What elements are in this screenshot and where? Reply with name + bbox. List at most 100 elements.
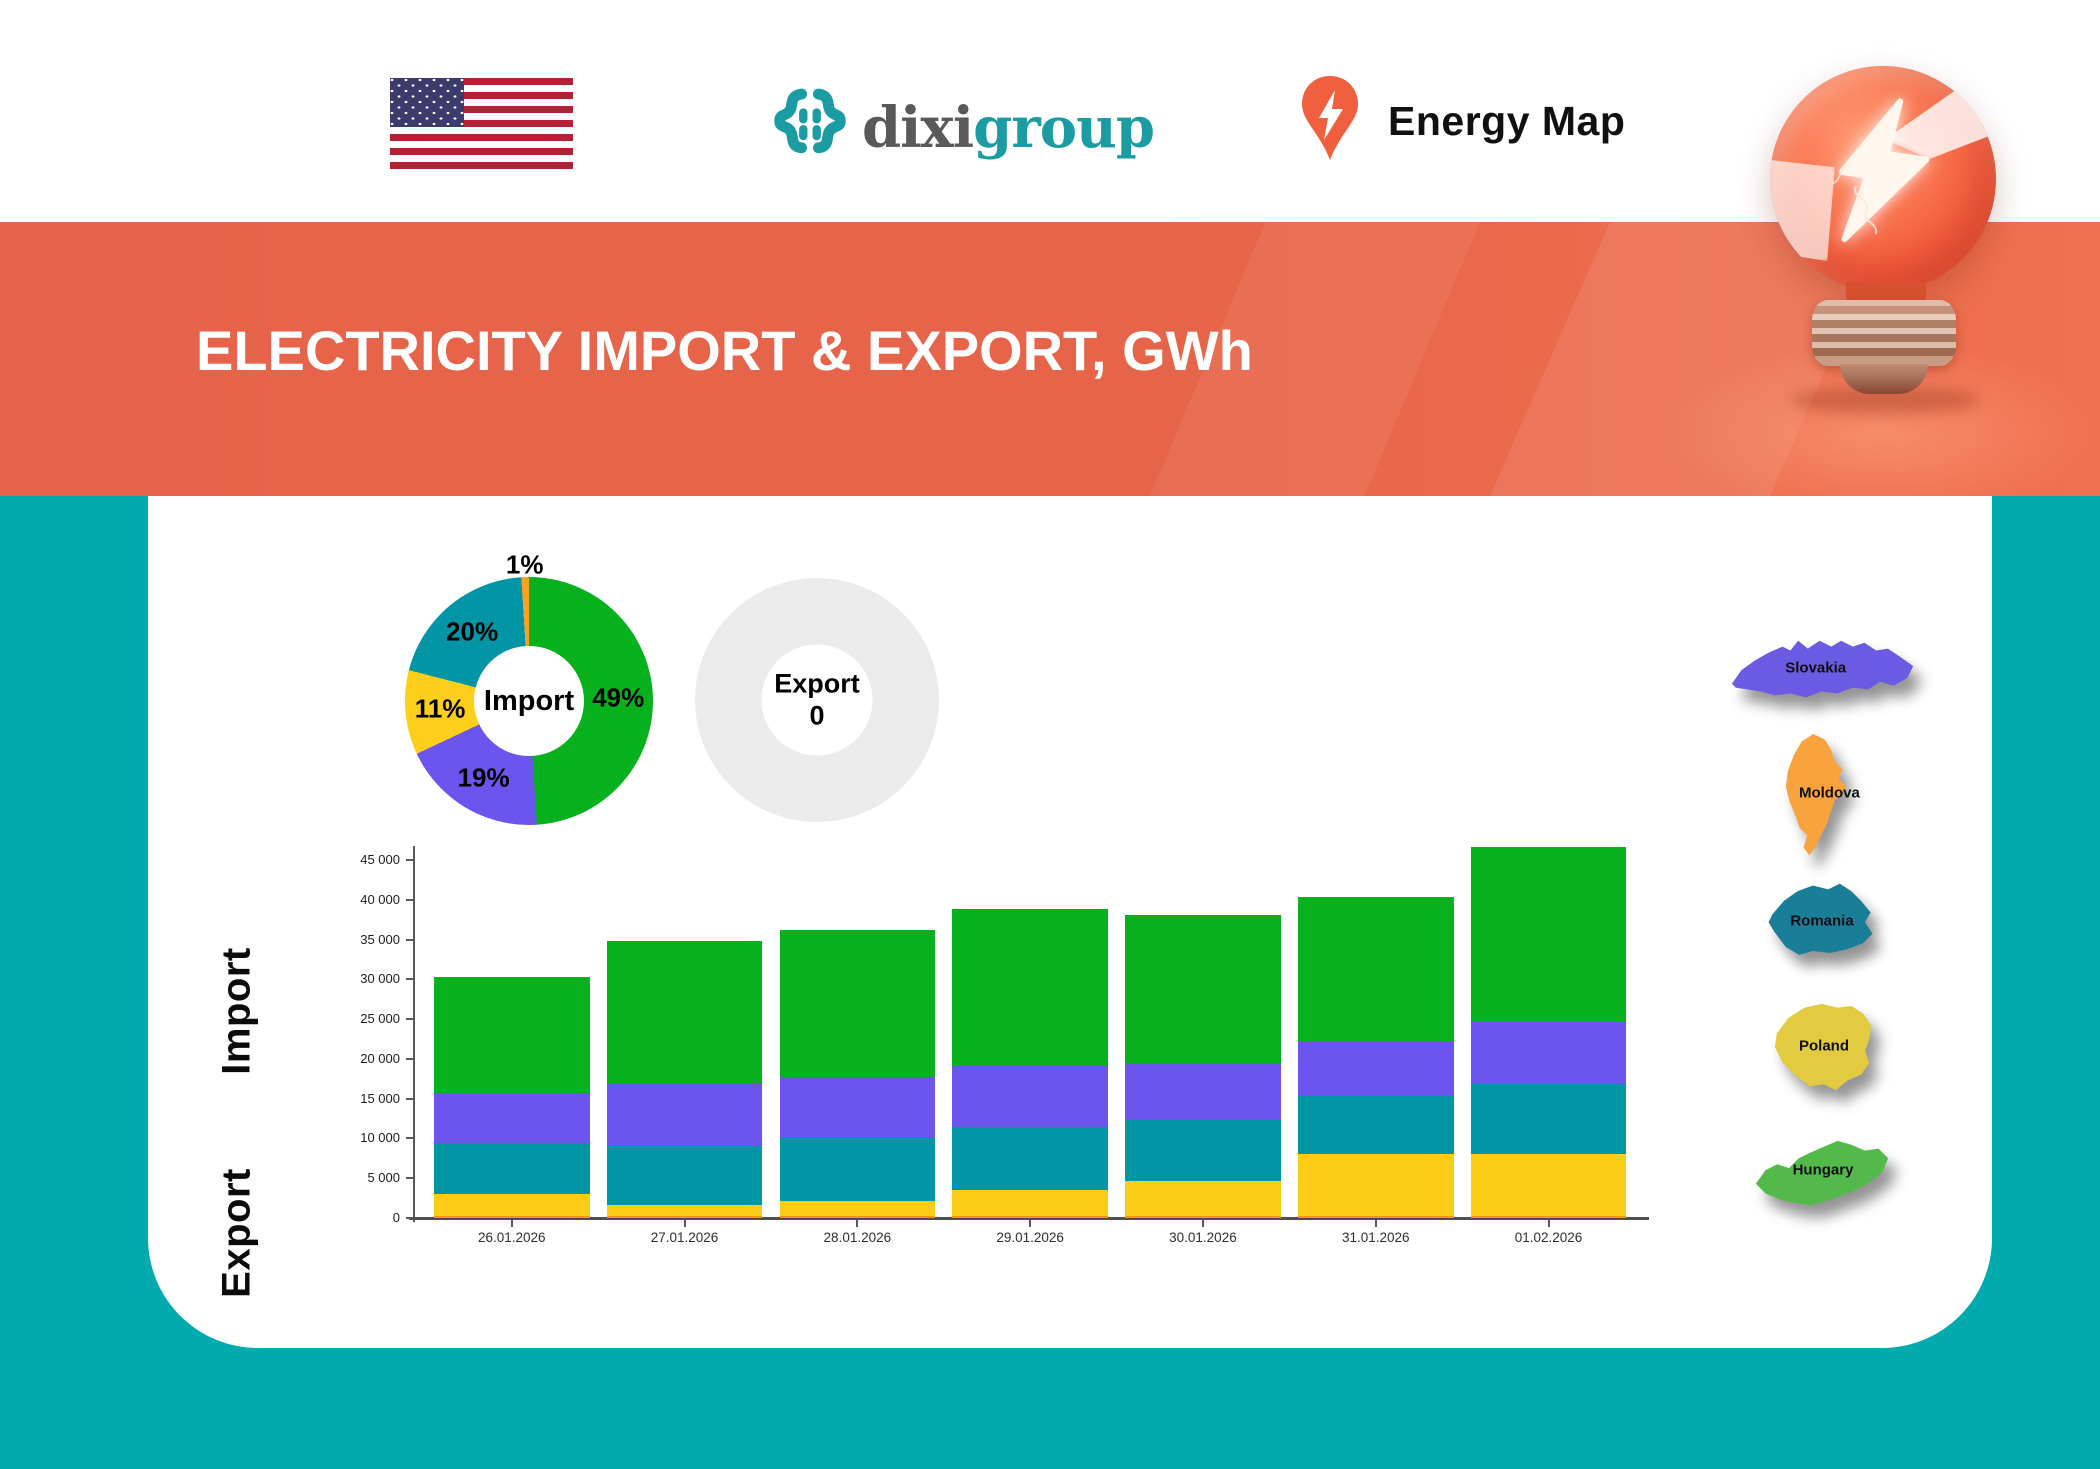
y-axis-label: 15 000 — [360, 1090, 400, 1106]
us-flag-icon — [390, 78, 573, 169]
bar-segment-slovakia — [1298, 1040, 1454, 1097]
bar-segment-romania — [1125, 1120, 1281, 1182]
y-axis-tick — [406, 978, 413, 981]
brand-dixi: dixi — [862, 95, 974, 161]
bar-segment-hungary — [606, 941, 763, 1083]
y-axis-tick — [406, 898, 413, 901]
export-label: Export — [774, 668, 860, 699]
lightbulb-image — [1750, 50, 2030, 414]
energy-map-label: Energy Map — [1388, 97, 1626, 144]
x-axis-label: 29.01.2026 — [996, 1230, 1064, 1245]
bar-segment-romania — [606, 1146, 763, 1205]
bar-segment-hungary — [434, 977, 590, 1094]
map-romania: Romania — [1756, 872, 1888, 978]
x-axis-tick — [856, 1220, 859, 1227]
bar-segment-romania — [434, 1143, 590, 1195]
map-poland: Poland — [1764, 996, 1884, 1104]
map-label-hungary: Hungary — [1792, 1161, 1854, 1179]
y-axis-tick — [406, 859, 413, 861]
y-axis-tick — [406, 938, 413, 941]
map-label-slovakia: Slovakia — [1785, 659, 1847, 677]
map-label-romania: Romania — [1790, 912, 1854, 930]
bar-segment-moldova — [1125, 1216, 1281, 1218]
x-axis-label: 26.01.2026 — [477, 1230, 546, 1245]
bar-segment-poland — [952, 1190, 1108, 1217]
y-axis-label: 25 000 — [360, 1011, 400, 1027]
bar-segment-hungary — [779, 930, 936, 1078]
donut-slice-label-slovakia: 19% — [457, 762, 510, 793]
x-axis-line — [409, 1217, 1649, 1220]
y-axis-label: 5 000 — [367, 1170, 400, 1186]
bar-segment-romania — [1298, 1096, 1454, 1155]
lightning-bolt-icon — [1831, 98, 1930, 243]
x-axis-label: 28.01.2026 — [823, 1230, 892, 1245]
y-axis-label: 0 — [392, 1210, 400, 1225]
bar-segment-moldova — [434, 1215, 590, 1218]
bar-segment-slovakia — [779, 1077, 936, 1139]
us-flag-canton — [390, 78, 464, 127]
map-pin-lightning-icon — [1302, 76, 1358, 160]
bar-segment-slovakia — [434, 1093, 590, 1144]
export-axis-caption: Export — [214, 1168, 259, 1298]
stacked-bar-26.01.2026 — [434, 977, 590, 1218]
bar-segment-poland — [606, 1204, 763, 1217]
bulb-neck — [1846, 282, 1926, 304]
donut-slice-label-romania: 20% — [446, 616, 499, 647]
x-axis-tick — [1374, 1220, 1377, 1227]
bar-segment-poland — [434, 1194, 590, 1216]
dixigroup-brain-icon — [774, 88, 846, 154]
map-hungary: Hungary — [1750, 1126, 1896, 1221]
bar-segment-poland — [1125, 1181, 1281, 1217]
donut-slice-label-hungary: 49% — [592, 682, 645, 713]
stacked-bar-30.01.2026 — [1125, 914, 1281, 1218]
x-axis-label: 01.02.2026 — [1514, 1230, 1583, 1245]
y-axis-tick — [406, 1057, 413, 1060]
bar-segment-moldova — [952, 1216, 1108, 1218]
bar-segment-poland — [1298, 1154, 1454, 1217]
stacked-bar-29.01.2026 — [952, 908, 1108, 1218]
bulb-shadow — [1790, 386, 1980, 414]
y-axis-label: 45 000 — [360, 852, 400, 867]
map-label-moldova: Moldova — [1798, 784, 1860, 802]
stacked-bar-28.01.2026 — [779, 930, 936, 1218]
y-axis-line — [413, 846, 415, 1222]
bar-segment-slovakia — [1470, 1021, 1627, 1085]
export-donut-center-label: Export 0 — [774, 668, 860, 733]
y-axis-label: 30 000 — [360, 971, 400, 987]
bar-segment-poland — [779, 1201, 936, 1217]
bar-segment-hungary — [952, 908, 1108, 1067]
brand-group: group — [973, 95, 1155, 161]
bar-segment-romania — [952, 1126, 1108, 1191]
bulb-tip — [1840, 364, 1928, 394]
import-axis-caption: Import — [214, 947, 259, 1075]
bulb-screw-base — [1812, 300, 1956, 366]
bar-segment-poland — [1470, 1153, 1627, 1217]
import-donut-center-label: Import — [474, 646, 584, 756]
bar-segment-romania — [1470, 1084, 1627, 1154]
export-donut-chart: Export 0 — [695, 578, 939, 822]
y-axis-label: 10 000 — [360, 1130, 400, 1146]
bar-segment-moldova — [779, 1216, 936, 1218]
stacked-bar-01.02.2026 — [1470, 847, 1627, 1218]
x-axis-tick — [1029, 1220, 1032, 1227]
map-label-poland: Poland — [1798, 1037, 1850, 1055]
bar-segment-slovakia — [606, 1082, 763, 1147]
bar-segment-hungary — [1125, 914, 1281, 1064]
import-donut-chart: Import 49% 19% 11% 20% 1% — [405, 550, 653, 825]
bar-segment-romania — [779, 1138, 936, 1202]
x-axis-tick — [1201, 1220, 1204, 1227]
stacked-bar-31.01.2026 — [1298, 896, 1454, 1218]
x-axis-tick — [683, 1220, 686, 1227]
y-axis-label: 40 000 — [360, 891, 400, 907]
title-banner — [0, 222, 2100, 496]
y-axis-tick — [406, 1177, 413, 1180]
x-axis-label: 27.01.2026 — [650, 1230, 719, 1245]
y-axis-tick — [406, 1018, 413, 1021]
x-axis-label: 30.01.2026 — [1169, 1230, 1237, 1245]
bar-segment-slovakia — [1125, 1063, 1281, 1121]
bar-segment-moldova — [1470, 1216, 1627, 1218]
y-axis-label: 35 000 — [360, 931, 400, 947]
y-axis-label: 20 000 — [360, 1050, 400, 1066]
y-axis-tick — [406, 1137, 413, 1140]
